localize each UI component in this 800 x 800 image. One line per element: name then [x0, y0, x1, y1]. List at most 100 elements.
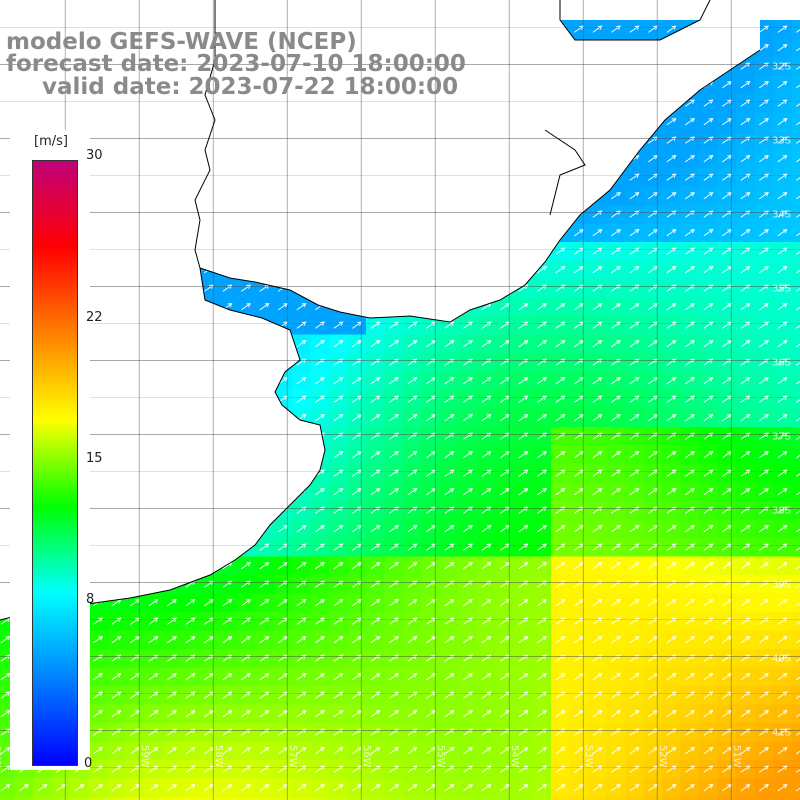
wind-arrow: [777, 303, 787, 311]
field-cell: [347, 797, 367, 800]
wind-arrow-head: [690, 266, 695, 271]
field-cell: [717, 797, 737, 800]
wind-arrow: [611, 266, 621, 274]
wind-arrow: [740, 229, 750, 237]
wind-arrow: [777, 192, 787, 200]
wind-arrow-head: [412, 358, 418, 363]
field-cell: [255, 797, 275, 800]
wind-arrow-head: [542, 340, 547, 345]
wind-arrow-head: [616, 192, 621, 197]
wind-arrow: [296, 303, 306, 311]
wind-arrow: [759, 99, 769, 107]
wind-arrow: [370, 321, 380, 329]
wind-arrow: [426, 340, 436, 348]
wind-arrow: [426, 377, 436, 385]
wind-arrow: [333, 321, 343, 329]
wind-arrow-head: [338, 321, 344, 326]
wind-arrow: [796, 232, 800, 237]
field-cell: [791, 797, 800, 800]
wind-arrow: [648, 25, 658, 33]
wind-arrow: [759, 44, 769, 52]
wind-arrow: [370, 377, 380, 385]
wind-arrow-head: [616, 266, 621, 271]
wind-arrow: [796, 269, 800, 274]
wind-arrow: [555, 303, 565, 311]
wind-arrow-head: [560, 284, 566, 289]
wind-arrow: [703, 155, 713, 163]
field-cell: [551, 797, 571, 800]
wind-arrow: [722, 229, 732, 237]
wind-arrow-head: [486, 321, 492, 326]
field-cell: [662, 797, 682, 800]
wind-arrow: [759, 173, 769, 181]
wind-arrow-head: [449, 340, 455, 345]
wind-arrow-head: [542, 284, 547, 289]
wind-arrow: [629, 340, 639, 348]
wind-arrow-head: [597, 340, 603, 345]
wind-arrow-head: [597, 229, 603, 234]
field-cell: [791, 612, 800, 632]
wind-arrow: [796, 158, 800, 163]
field-cell: [791, 760, 800, 780]
wind-arrow: [740, 118, 750, 126]
wind-arrow: [592, 303, 602, 311]
wind-arrow-head: [782, 173, 788, 178]
wind-arrow: [648, 247, 658, 255]
wind-arrow-head: [690, 118, 695, 123]
wind-arrow-head: [301, 303, 307, 308]
wind-arrow: [759, 192, 769, 200]
wind-arrow: [592, 340, 602, 348]
wind-arrow: [611, 192, 621, 200]
wind-arrow-head: [690, 303, 695, 308]
wind-arrow-head: [764, 136, 769, 141]
wind-arrow: [648, 266, 658, 274]
wind-arrow-head: [764, 340, 769, 345]
wind-arrow-head: [616, 340, 621, 345]
wind-arrow: [666, 155, 676, 163]
wind-arrow: [648, 173, 658, 181]
wind-arrow: [611, 25, 621, 33]
wind-arrow: [463, 340, 473, 348]
wind-arrow-head: [634, 210, 640, 215]
wind-arrow-head: [634, 303, 640, 308]
wind-arrow-head: [486, 358, 492, 363]
wind-arrow-head: [468, 340, 473, 345]
wind-arrow-head: [338, 340, 344, 345]
field-cell: [14, 797, 34, 800]
wind-arrow: [296, 321, 306, 329]
wind-arrow-head: [375, 377, 381, 382]
wind-arrow: [685, 173, 695, 181]
wind-arrow-head: [745, 303, 751, 308]
wind-arrow-head: [486, 340, 492, 345]
wind-arrow-head: [542, 303, 547, 308]
wind-arrow-head: [671, 266, 677, 271]
wind-arrow: [611, 321, 621, 329]
wind-arrow: [759, 340, 769, 348]
field-cell: [107, 797, 127, 800]
wind-arrow-head: [671, 192, 677, 197]
wind-arrow: [722, 99, 732, 107]
wind-arrow: [796, 306, 800, 311]
wind-arrow: [648, 155, 658, 163]
wind-arrow-head: [690, 155, 695, 160]
wind-arrow: [796, 47, 800, 52]
wind-arrow: [500, 321, 510, 329]
wind-arrow: [407, 340, 417, 348]
wind-arrow: [722, 340, 732, 348]
field-cell: [791, 408, 800, 428]
wind-arrow-head: [690, 340, 695, 345]
wind-arrow-head: [560, 247, 566, 252]
wind-arrow: [740, 321, 750, 329]
wind-arrow-head: [301, 321, 307, 326]
wind-arrow: [777, 266, 787, 274]
wind-arrow-head: [782, 192, 788, 197]
wind-arrow-head: [597, 210, 603, 215]
field-cell: [310, 797, 330, 800]
wind-arrow: [592, 25, 602, 33]
wind-arrow-head: [560, 321, 566, 326]
wind-arrow-head: [616, 210, 621, 215]
wind-arrow: [666, 173, 676, 181]
field-cell: [791, 649, 800, 669]
field-cell: [791, 445, 800, 465]
wind-arrow: [518, 340, 528, 348]
